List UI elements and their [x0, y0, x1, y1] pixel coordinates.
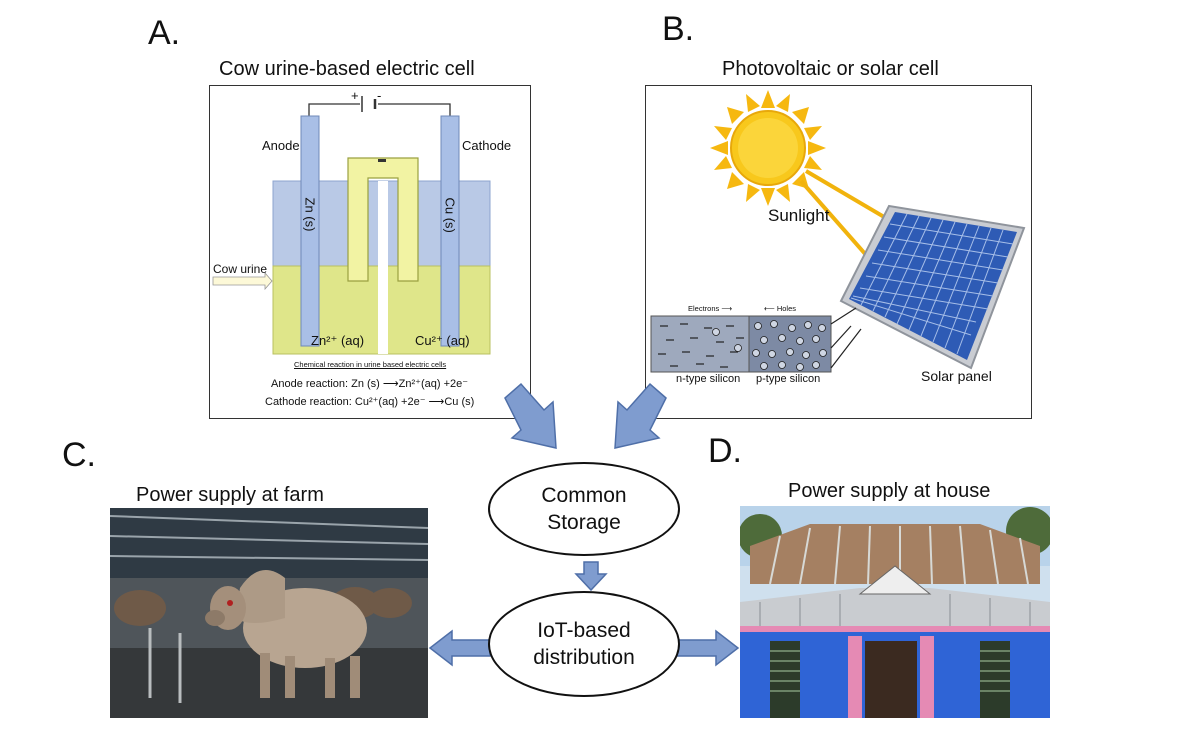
cathode-reaction: Cathode reaction: Cu²⁺(aq) +2e⁻ ⟶Cu (s)	[265, 396, 475, 408]
common-storage-node: Common Storage	[488, 462, 680, 556]
p-type-label: p-type silicon	[756, 373, 821, 385]
sunlight-label: Sunlight	[768, 206, 830, 225]
arrow-a-to-storage	[504, 382, 557, 449]
farm-illustration	[110, 508, 428, 718]
zn-ion-label: Zn²⁺ (aq)	[311, 333, 365, 348]
arrow-to-farm	[428, 629, 491, 667]
house-photo	[740, 506, 1050, 718]
copper-electrode	[440, 115, 460, 347]
anode-reaction: Anode reaction: Zn (s) ⟶Zn²⁺(aq) +2e⁻	[271, 378, 469, 390]
cow-urine-label: Cow urine	[213, 262, 268, 276]
panel-d-letter: D.	[708, 432, 742, 470]
anode-label: Anode	[262, 138, 300, 153]
solar-panel	[839, 204, 1026, 370]
storage-line2: Storage	[547, 511, 621, 534]
distribution-line2: distribution	[533, 646, 635, 669]
arrow-to-house	[676, 629, 740, 667]
silicon-cross-section	[650, 307, 862, 373]
panel-a-letter: A.	[148, 14, 181, 52]
electrons-label: Electrons ⟶	[688, 304, 733, 313]
battery-minus: -	[377, 88, 382, 103]
urine-cell-svg	[212, 96, 491, 355]
cathode-label: Cathode	[462, 138, 512, 153]
sun-icon	[710, 90, 826, 206]
zinc-electrode	[300, 115, 320, 347]
panel-b-title: Photovoltaic or solar cell	[722, 58, 939, 80]
urine-cell-diagram: + - Anode Cathode Zn (s) Cu (s) Cow urin…	[209, 85, 531, 419]
n-type-label: n-type silicon	[676, 373, 741, 385]
panel-b-letter: B.	[662, 10, 695, 48]
panel-d-title: Power supply at house	[788, 480, 991, 502]
battery-plus: +	[351, 88, 359, 103]
panel-a-title: Cow urine-based electric cell	[219, 58, 475, 80]
solar-panel-label: Solar panel	[921, 368, 992, 384]
house-illustration	[740, 506, 1050, 718]
urine-input-arrow	[212, 271, 273, 291]
solar-cell-svg	[650, 90, 1026, 373]
holes-label: ⟵ Holes	[764, 304, 797, 313]
panel-c-title: Power supply at farm	[136, 484, 324, 506]
arrow-b-to-storage	[614, 382, 667, 449]
solar-cell-diagram: Sunlight Electrons ⟶ ⟵ Holes n-type sili…	[645, 85, 1032, 419]
farm-photo	[110, 508, 428, 718]
cow-figure	[205, 570, 367, 698]
salt-bridge	[347, 157, 419, 282]
panel-c-letter: C.	[62, 436, 96, 474]
iot-distribution-node: IoT-based distribution	[488, 591, 680, 697]
distribution-line1: IoT-based	[537, 618, 631, 642]
reaction-caption: Chemical reaction in urine based electri…	[294, 360, 447, 369]
cu-ion-label: Cu²⁺ (aq)	[415, 333, 470, 348]
arrow-storage-to-distribution	[574, 561, 608, 592]
storage-line1: Common	[541, 483, 627, 507]
